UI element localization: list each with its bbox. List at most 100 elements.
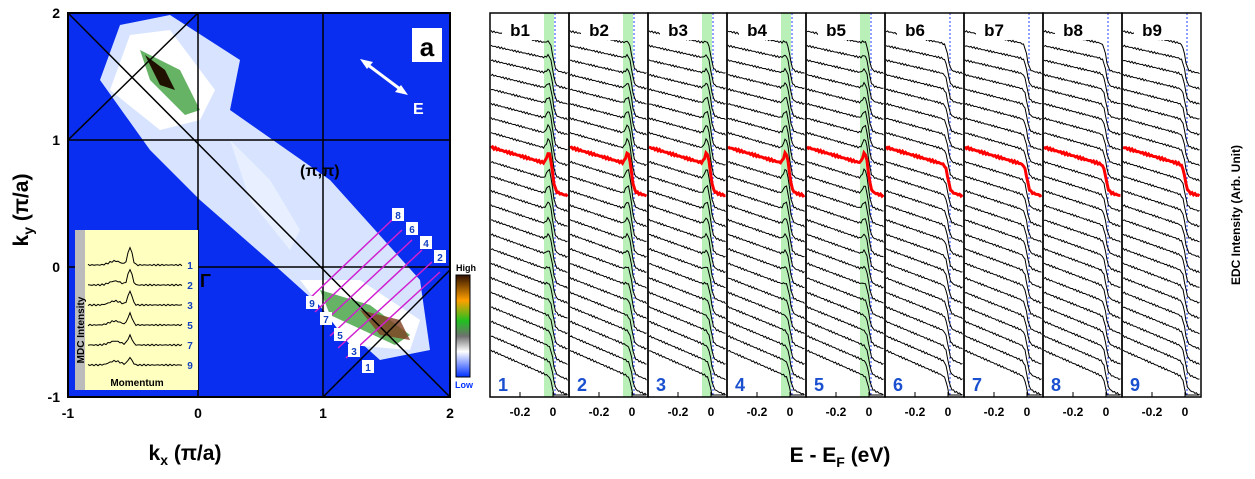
edc-curve	[649, 103, 726, 151]
edc-curve	[806, 218, 884, 274]
edc-curve	[1122, 334, 1200, 396]
edc-curve	[1043, 103, 1121, 151]
y-tick-label: -1	[48, 389, 61, 405]
edc-curve	[648, 175, 726, 228]
edc-curve	[964, 335, 1042, 396]
edc-curve	[964, 320, 1042, 381]
edc-curve	[964, 59, 1042, 105]
edc-curve	[1043, 306, 1121, 365]
edc-curve	[1122, 88, 1200, 136]
edc-curve	[1043, 350, 1121, 396]
edc-curve	[806, 190, 884, 243]
x-tick-label: 0	[787, 405, 794, 419]
cut-label-box	[420, 236, 432, 249]
x-tick-label: -0.2	[510, 405, 531, 419]
colorbar-low: Low	[455, 380, 474, 390]
x-tick-label: 0	[1182, 405, 1189, 419]
x-axis-label: kx (π/a)	[149, 442, 222, 468]
edc-curve	[806, 44, 884, 89]
edc-curve	[1122, 306, 1200, 365]
mdc-curve	[87, 333, 183, 347]
edc-curve	[490, 132, 568, 182]
cut-label: 1	[365, 363, 371, 374]
edc-curve	[806, 161, 884, 212]
edc-curve	[569, 88, 647, 136]
inset-strip	[75, 230, 85, 390]
edc-curve	[806, 73, 884, 120]
panel-title: b5	[826, 21, 846, 40]
edc-curve	[964, 349, 1042, 396]
edc-curve	[569, 131, 647, 182]
edc-curve	[569, 276, 647, 334]
label-box	[412, 28, 442, 62]
edc-curve	[727, 87, 805, 136]
edc-curve	[964, 102, 1042, 151]
edc-curve	[569, 247, 647, 305]
edc-curve	[806, 277, 884, 335]
edc-curve	[1122, 291, 1200, 350]
edc-curve	[1122, 73, 1200, 120]
edc-curve	[648, 131, 726, 182]
edc-curve	[569, 44, 647, 90]
panel-title: b4	[747, 21, 767, 40]
edc-curve	[490, 349, 568, 396]
edc-curve	[727, 247, 805, 304]
edc-curve	[648, 306, 726, 365]
y-tick-label: 1	[52, 132, 60, 148]
edc-panel: b4 4-0.2 0	[726, 12, 807, 419]
arrowhead	[360, 59, 373, 69]
edc-curve-highlight	[963, 145, 1043, 198]
edc-curve	[490, 175, 568, 227]
mdc-curve	[87, 311, 183, 327]
edc-curve	[1043, 247, 1121, 305]
x-tick-label: -0.2	[905, 405, 926, 419]
mdc-curve	[87, 356, 183, 367]
colorbar	[455, 274, 471, 378]
edc-curve	[569, 160, 647, 213]
edc-curve	[569, 59, 647, 105]
edc-curve	[885, 233, 963, 289]
edc-curve	[1043, 132, 1121, 182]
edc-curve	[490, 335, 568, 396]
edc-curve	[885, 160, 963, 212]
x-tick-label: 2	[446, 405, 454, 421]
edc-curve	[964, 117, 1042, 167]
x-tick-label: -0.2	[1063, 405, 1084, 419]
y-tick-label: 2	[52, 5, 60, 21]
edc-curve	[885, 59, 963, 105]
inset	[75, 230, 198, 390]
edc-curve	[964, 233, 1042, 289]
edc-curve	[964, 132, 1042, 182]
edc-curve	[964, 88, 1042, 136]
edc-curve	[1122, 160, 1200, 212]
panel-number: 2	[577, 375, 587, 395]
x-tick-label: 0	[945, 405, 952, 419]
panel-title: b3	[668, 21, 688, 40]
panel-label: a	[420, 32, 435, 62]
title-bg	[976, 18, 1012, 40]
edc-curve	[648, 117, 726, 166]
edc-curve	[728, 74, 805, 120]
edc-curve	[1043, 117, 1121, 167]
edc-curve	[727, 131, 805, 182]
edc-curve	[964, 292, 1042, 350]
edc-curve	[806, 335, 884, 396]
edc-curve	[806, 262, 884, 320]
edc-curve	[1043, 276, 1121, 335]
edc-curve	[569, 263, 647, 319]
cut-label-box	[334, 328, 346, 341]
title-bg	[581, 18, 617, 40]
x-tick-label: 0	[194, 405, 202, 421]
edc-curve	[1122, 103, 1200, 151]
edc-curve	[490, 88, 568, 136]
edc-curve-highlight	[1042, 145, 1121, 197]
edc-curve	[727, 59, 805, 106]
edc-curve	[490, 276, 568, 335]
edc-curve	[648, 247, 726, 305]
x-tick-label: 1	[319, 405, 327, 421]
mdc-curve	[87, 246, 183, 267]
edc-curve	[727, 291, 805, 350]
cut-label-box	[306, 296, 318, 309]
edc-curve	[1043, 175, 1121, 228]
edc-curve	[885, 45, 963, 89]
